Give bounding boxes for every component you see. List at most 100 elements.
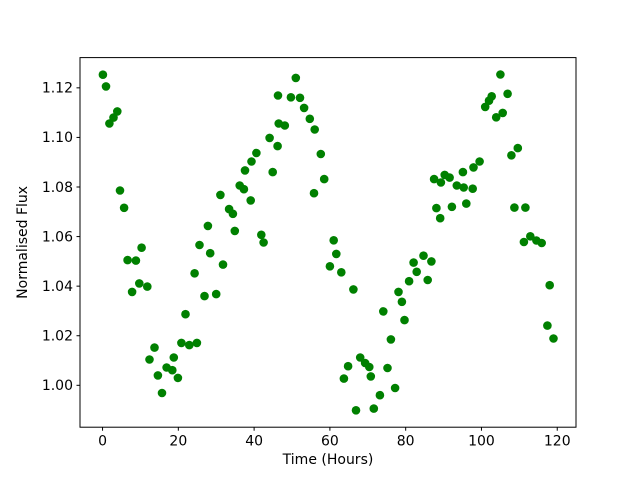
data-point [239,184,249,194]
y-tick-label: 1.06 [42,229,73,245]
y-axis-label: Normalised Flux [15,186,31,299]
data-point [427,257,436,266]
data-point [109,113,118,122]
data-point [351,406,361,415]
data-point [316,149,326,159]
data-point [203,221,213,231]
data-point [216,190,225,200]
data-point [325,262,335,271]
y-tick-label: 1.02 [42,329,73,345]
data-point [218,260,228,269]
data-point [177,338,186,348]
data-point [280,121,290,130]
data-point [496,70,505,79]
data-point [409,258,418,267]
data-point [115,186,125,195]
data-point [157,388,167,398]
data-point [390,383,400,393]
data-point [211,289,221,299]
data-point [365,362,374,372]
data-point [355,353,365,362]
data-point [265,133,274,143]
data-point [273,91,283,100]
data-point [98,70,108,79]
data-point [386,335,396,344]
data-point [498,108,508,118]
x-axis-label: Time (Hours) [282,452,374,468]
data-point [119,203,129,213]
data-point [192,338,202,348]
data-point [319,174,329,184]
data-point [143,282,152,291]
data-point [299,103,309,113]
data-point [329,236,339,245]
x-axis-ticks: 0 20 40 60 80 100 120 [98,427,571,450]
data-point [286,93,296,102]
data-point [545,280,554,290]
data-point [339,374,349,383]
data-point [468,184,478,193]
data-point [487,92,497,101]
data-point [436,178,446,187]
data-point [310,125,320,134]
data-point [252,148,261,158]
data-point [153,371,163,380]
data-point [145,355,154,364]
y-axis-ticks: 1.00 1.02 1.04 1.06 1.08 1.10 1.12 [42,81,80,394]
data-point [228,209,238,219]
data-point [445,173,454,182]
data-point [131,256,141,265]
data-point [510,203,519,212]
data-point [268,167,278,177]
plot-area [79,57,577,428]
y-tick-label: 1.00 [42,378,73,394]
data-point [432,203,441,213]
data-point [459,183,469,192]
data-point [113,107,122,116]
data-point [205,248,215,258]
x-tick-label: 0 [98,434,107,450]
data-point [291,73,301,83]
data-point [123,255,132,265]
data-point [503,89,512,99]
data-point [195,240,204,250]
data-point [369,404,379,413]
data-point [429,174,439,184]
data-point [423,275,433,285]
data-point [452,181,462,190]
data-points [98,70,558,415]
data-point [480,102,490,112]
data-point [259,238,268,247]
data-point [246,196,255,205]
data-point [366,372,376,381]
data-point [169,353,179,362]
data-point [137,243,146,252]
data-point [394,287,403,297]
data-point [273,141,282,151]
y-tick-label: 1.04 [42,279,73,295]
y-tick-label: 1.10 [42,130,73,146]
data-point [526,232,535,241]
data-point [185,340,194,350]
x-tick-label: 20 [169,434,187,450]
data-point [349,285,358,294]
data-point [168,365,177,375]
data-point [181,309,190,319]
data-point [173,373,183,383]
data-point [305,114,315,124]
data-point [309,188,319,198]
data-point [404,276,414,286]
data-point [491,113,501,122]
data-point [375,390,385,400]
data-point [200,291,209,301]
data-point [519,237,529,247]
data-point [257,230,266,240]
data-point [240,166,250,175]
data-point [379,307,388,316]
plot-border [79,57,577,428]
data-point [549,334,558,343]
data-point [475,157,484,166]
data-point [247,157,256,166]
